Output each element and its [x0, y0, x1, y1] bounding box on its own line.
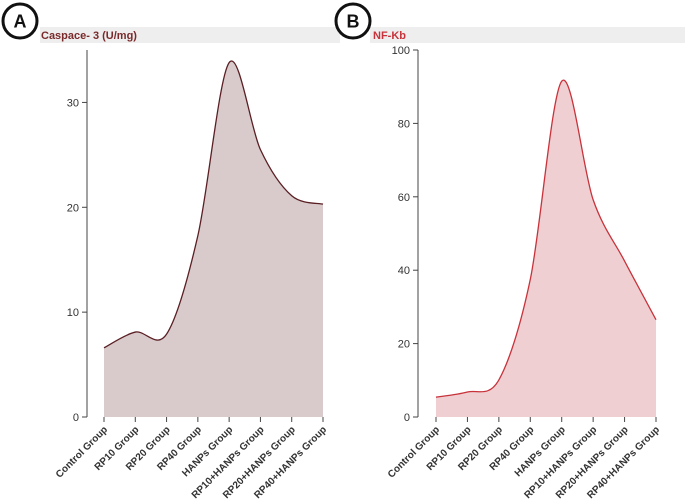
panel-a-title: Caspace- 3 (U/mg) — [41, 30, 137, 42]
panel-b-title: NF-Kb — [373, 30, 406, 42]
panel-b-title-bar — [370, 27, 685, 43]
x-category-label: Control Group — [54, 424, 110, 480]
y-tick-label: 40 — [398, 265, 410, 277]
panel-a: Caspace- 3 (U/mg) A 0 10 20 30 Control Grou… — [1, 2, 340, 501]
panel-a-badge — [1, 2, 39, 40]
y-tick-label: 10 — [67, 307, 79, 319]
y-tick-label: 0 — [404, 412, 410, 424]
panel-b-badge — [334, 2, 372, 40]
series-line-a — [103, 60, 324, 349]
y-tick-label: 30 — [67, 97, 79, 109]
y-tick-label: 80 — [398, 118, 410, 130]
series-line-b — [435, 79, 657, 398]
panel-a-letter: A — [14, 12, 27, 32]
panel-b-letter: B — [347, 12, 360, 32]
y-ticks-a: 0 10 20 30 — [67, 97, 87, 424]
y-ticks-b: 0 20 40 60 80 100 — [392, 45, 418, 424]
area-fill-b — [436, 80, 656, 417]
x-category-label: Control Group — [386, 424, 442, 480]
area-fill-a — [104, 60, 323, 418]
panel-a-title-bar — [40, 27, 340, 43]
y-tick-label: 60 — [398, 192, 410, 204]
y-tick-label: 20 — [67, 202, 79, 214]
y-tick-label: 0 — [73, 412, 79, 424]
y-tick-label: 100 — [392, 45, 410, 57]
y-tick-label: 20 — [398, 339, 410, 351]
